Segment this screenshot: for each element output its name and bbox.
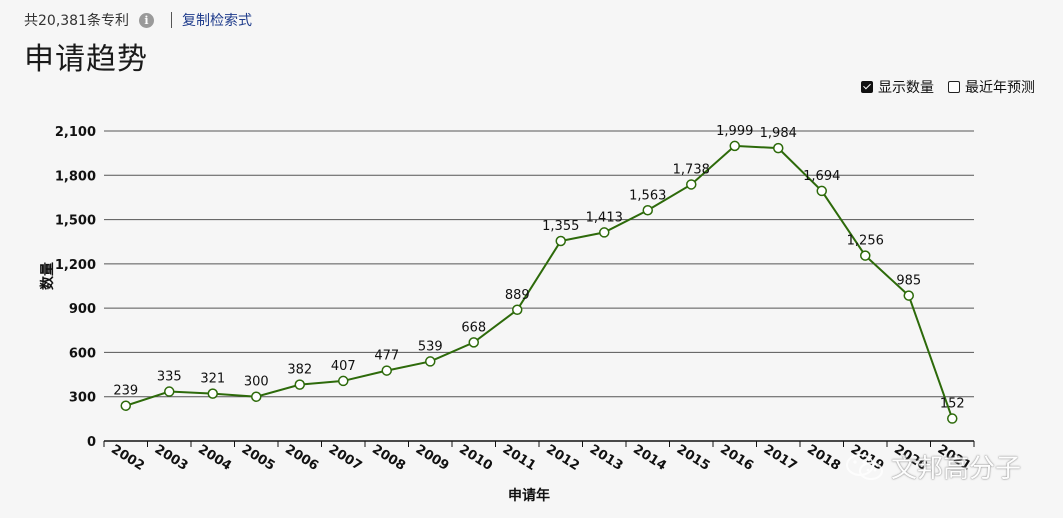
data-label: 1,738	[673, 162, 710, 177]
data-point	[381, 365, 392, 376]
data-point	[947, 413, 958, 424]
y-tick-label: 900	[69, 302, 96, 317]
data-label: 1,999	[716, 124, 753, 139]
patent-count: 共20,381条专利	[24, 13, 129, 29]
data-point	[512, 304, 523, 316]
data-point	[642, 205, 653, 216]
data-label: 668	[461, 320, 486, 335]
data-point	[555, 235, 566, 247]
data-point	[338, 375, 349, 387]
data-label: 1,984	[760, 126, 797, 141]
data-point	[599, 227, 610, 238]
x-tick-label: 2014	[630, 442, 669, 474]
forecast-toggle[interactable]: 最近年预测	[948, 77, 1035, 97]
divider	[171, 12, 172, 28]
data-label: 1,563	[629, 188, 666, 203]
x-tick-label: 2010	[456, 442, 495, 474]
x-tick-label: 2006	[282, 442, 321, 474]
x-tick-label: 2016	[717, 442, 756, 474]
y-tick-label: 0	[87, 435, 96, 450]
x-tick-label: 2003	[152, 442, 191, 474]
data-label: 321	[200, 372, 225, 387]
result-summary-bar: 共20,381条专利 i 复制检索式	[24, 9, 252, 31]
data-label: 152	[940, 397, 965, 412]
y-tick-label: 600	[69, 346, 96, 361]
forecast-checkbox[interactable]	[948, 81, 960, 93]
data-label: 239	[113, 384, 138, 399]
data-label: 889	[505, 288, 530, 303]
x-axis-title: 申请年	[508, 487, 550, 504]
data-label: 300	[244, 375, 269, 390]
x-tick-label: 2009	[413, 442, 452, 474]
data-label: 985	[896, 274, 921, 289]
y-tick-label: 1,200	[55, 258, 96, 273]
data-label: 1,355	[542, 219, 579, 234]
x-tick-label: 2002	[108, 442, 147, 474]
x-tick-label: 2018	[804, 442, 843, 474]
chart-options: 显示数量 最近年预测	[847, 77, 1035, 97]
data-point	[164, 386, 175, 397]
data-point	[816, 185, 827, 197]
y-tick-label: 1,500	[55, 214, 96, 229]
copy-query-link[interactable]: 复制检索式	[182, 13, 252, 29]
y-tick-label: 300	[69, 391, 96, 406]
forecast-label: 最近年预测	[965, 80, 1035, 96]
data-point	[294, 379, 305, 390]
x-tick-label: 2007	[326, 442, 365, 474]
x-tick-label: 2004	[195, 442, 234, 474]
y-axis-title: 数量	[39, 262, 56, 290]
data-point	[729, 140, 740, 152]
watermark-text: 文邦高分子	[891, 454, 1022, 484]
data-label: 1,694	[803, 169, 840, 184]
watermark: 文邦高分子	[845, 448, 1021, 485]
data-point	[903, 290, 914, 301]
x-tick-label: 2013	[587, 442, 626, 474]
x-tick-label: 2005	[239, 442, 278, 474]
x-tick-label: 2017	[761, 442, 800, 474]
data-point	[773, 142, 784, 154]
data-point	[860, 250, 871, 261]
data-point	[120, 400, 131, 411]
data-label: 382	[287, 363, 312, 378]
series-line	[125, 144, 954, 419]
y-tick-label: 2,100	[55, 125, 96, 140]
data-label: 1,413	[586, 210, 623, 225]
y-tick-label: 1,800	[55, 169, 96, 184]
show-count-toggle[interactable]: 显示数量	[861, 77, 934, 97]
data-label: 407	[331, 359, 356, 374]
data-point	[468, 337, 479, 348]
wechat-icon	[846, 453, 883, 480]
data-label: 539	[418, 339, 443, 354]
x-tick-label: 2008	[369, 442, 408, 474]
data-point	[251, 391, 262, 402]
page-title: 申请趋势	[24, 42, 148, 77]
show-count-label: 显示数量	[878, 80, 934, 96]
show-count-checkbox[interactable]	[861, 81, 873, 93]
data-point	[425, 356, 436, 367]
data-point	[686, 179, 697, 190]
data-label: 335	[157, 370, 182, 385]
x-tick-label: 2011	[500, 442, 539, 474]
data-label: 477	[374, 349, 399, 364]
x-tick-label: 2012	[543, 442, 582, 474]
data-point	[207, 388, 218, 399]
x-tick-label: 2015	[674, 442, 713, 474]
info-icon[interactable]: i	[139, 12, 154, 28]
data-label: 1,256	[847, 234, 884, 249]
